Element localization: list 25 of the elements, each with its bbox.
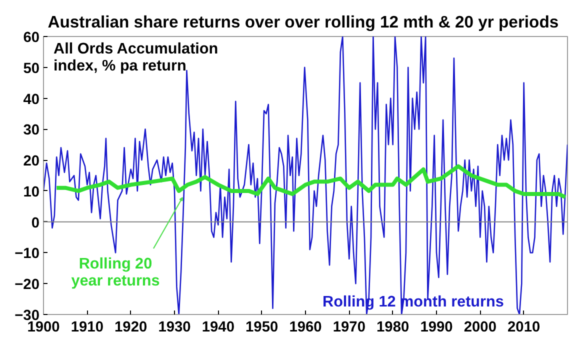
x-tick-label: 1920 [114,320,148,336]
y-tick-label: −10 [14,246,40,262]
x-tick-label: 1910 [70,320,104,336]
x-tick-label: 1990 [420,320,453,336]
x-tick-label: 1940 [202,320,234,336]
y-tick-label: 50 [23,60,40,77]
x-tick-label: 1970 [332,320,366,336]
chart-title: Australian share returns over over rolling 12 mth & 20 yr periods [48,12,559,32]
y-tick-label: 20 [23,154,40,170]
x-tick-label: 1930 [158,320,191,336]
text: Rolling 20 year returns [71,256,160,290]
y-tick-label: −20 [14,277,40,294]
annotation: All Ords Accumulation index, % pa return [54,40,218,74]
x-tick-label: 2010 [508,320,540,336]
y-tick-label: 30 [23,122,40,139]
line-series [44,36,568,314]
x-tick-label: 1960 [289,320,322,336]
y-tick-label: 10 [23,184,40,200]
y-tick-label: 40 [23,92,40,108]
line-series [54,164,568,200]
x-tick-label: 1950 [246,320,278,336]
x-tick-label: 2000 [464,320,496,336]
x-tick-label: 1980 [376,320,410,336]
y-tick-label: 0 [31,215,40,232]
y-tick-label: 60 [23,30,40,46]
